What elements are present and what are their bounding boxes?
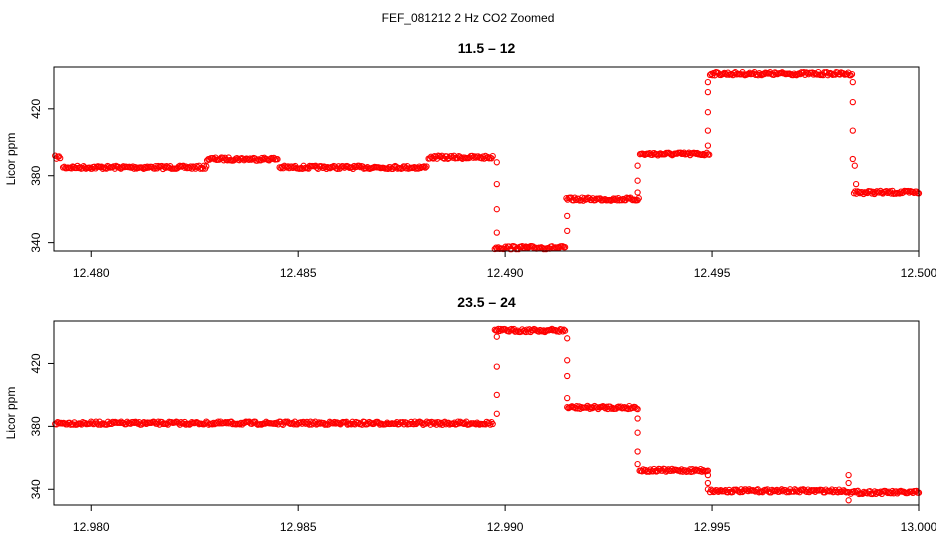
transition-point <box>849 78 856 86</box>
x-tick-label: 12.995 <box>694 520 731 534</box>
transition-point <box>704 88 712 96</box>
plot-frame <box>53 66 920 252</box>
transition-point <box>845 497 852 504</box>
transition-point <box>704 479 712 487</box>
transition-point <box>493 363 500 370</box>
data-point <box>848 70 856 78</box>
transition-point <box>564 357 571 364</box>
transition-point <box>634 189 641 196</box>
transition-point <box>704 78 712 86</box>
data-point <box>423 163 430 170</box>
transition-point <box>564 335 571 342</box>
transition-point <box>634 162 641 169</box>
y-tick-label: 380 <box>29 416 43 436</box>
transition-point <box>564 394 571 402</box>
data-point <box>704 467 712 474</box>
transition-point <box>634 177 641 184</box>
transition-point <box>704 142 712 149</box>
data-point <box>561 244 569 251</box>
y-tick-label: 340 <box>29 479 43 499</box>
data-point <box>420 163 428 170</box>
data-point <box>736 489 744 496</box>
x-tick-label: 12.980 <box>73 520 110 534</box>
transition-point <box>493 206 500 213</box>
data-point <box>355 162 363 169</box>
x-tick-label: 12.485 <box>280 266 317 280</box>
transition-point <box>564 227 571 235</box>
data-point <box>706 151 713 158</box>
transition-point <box>704 127 712 134</box>
data-point <box>422 164 429 171</box>
data-point <box>436 421 444 428</box>
transition-point <box>852 180 860 188</box>
data-point <box>635 195 642 202</box>
transition-point <box>849 155 856 163</box>
transition-point <box>845 471 852 479</box>
transition-point <box>704 471 712 479</box>
transition-point <box>634 448 641 455</box>
data-point <box>274 156 281 163</box>
data-point <box>318 163 325 170</box>
data-point <box>436 152 443 160</box>
data-point <box>561 327 569 334</box>
transition-point <box>851 162 858 169</box>
transition-point <box>493 159 500 166</box>
data-point <box>489 420 496 428</box>
transition-point <box>493 333 500 340</box>
transition-point <box>634 460 641 468</box>
transition-point <box>493 180 500 188</box>
series-points <box>52 68 923 253</box>
x-tick-label: 12.500 <box>901 266 936 280</box>
data-point <box>560 326 568 333</box>
panel-title: 23.5 – 24 <box>457 294 516 310</box>
x-tick-label: 12.990 <box>487 520 524 534</box>
x-tick-label: 12.490 <box>487 266 524 280</box>
transition-point <box>704 109 712 116</box>
data-point <box>203 163 210 170</box>
y-tick-label: 340 <box>29 232 43 252</box>
data-point <box>847 72 854 79</box>
y-tick-label: 380 <box>29 165 43 185</box>
data-point <box>810 71 817 78</box>
series-points <box>52 325 923 504</box>
transition-point <box>704 486 712 493</box>
y-axis-label: Licor ppm <box>4 387 18 440</box>
figure-title: FEF_081212 2 Hz CO2 Zoomed <box>382 11 555 25</box>
y-tick-label: 420 <box>29 353 43 373</box>
transition-point <box>564 372 571 380</box>
transition-point <box>849 127 856 134</box>
x-tick-label: 12.495 <box>694 266 731 280</box>
transition-point <box>564 212 571 220</box>
transition-point <box>845 479 852 487</box>
y-axis-label: Licor ppm <box>4 133 18 186</box>
data-point <box>851 488 858 495</box>
transition-point <box>849 98 856 106</box>
plot-frame <box>53 320 920 506</box>
data-point <box>634 405 641 413</box>
data-point <box>254 157 261 164</box>
transition-point <box>634 429 641 436</box>
transition-point <box>493 229 500 236</box>
data-point <box>426 155 433 162</box>
panel-title: 11.5 – 12 <box>458 40 516 56</box>
data-point <box>57 154 64 162</box>
data-point <box>489 152 496 160</box>
transition-point <box>493 391 500 399</box>
x-tick-label: 13.000 <box>901 520 936 534</box>
panel-1: 11.5 – 12 Licor ppm 12.480 12.485 12.490 12.4… <box>4 40 936 280</box>
panel-2: 23.5 – 24 Licor ppm 12.980 12.985 12.990 12.9… <box>4 294 936 534</box>
transition-point <box>493 410 500 417</box>
x-tick-label: 12.480 <box>73 266 110 280</box>
x-tick-label: 12.985 <box>280 520 317 534</box>
transition-point <box>634 415 641 422</box>
data-point <box>618 197 626 204</box>
y-tick-label: 420 <box>29 98 43 118</box>
data-point <box>155 162 162 170</box>
